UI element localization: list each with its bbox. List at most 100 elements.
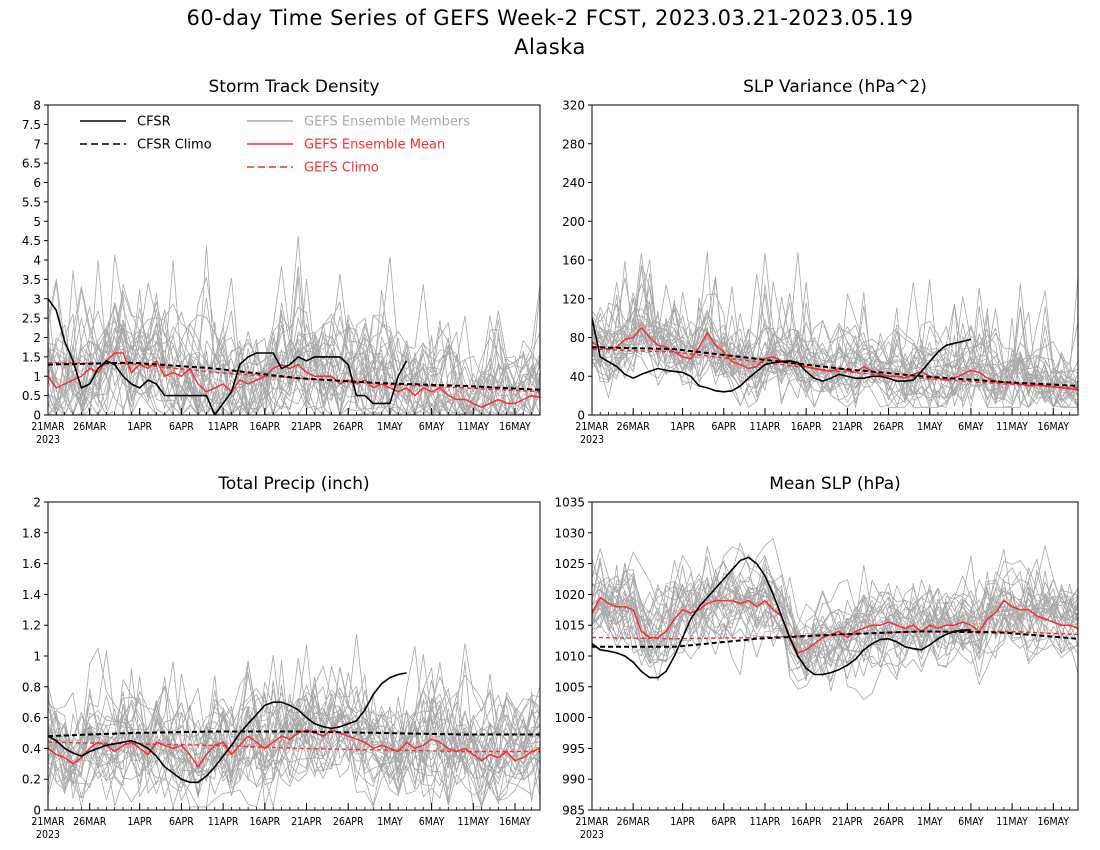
y-tick-label: 0.6	[22, 711, 41, 725]
x-tick-label: 1MAY	[917, 816, 943, 828]
y-tick-label: 0	[33, 409, 41, 423]
y-tick-label: 1.5	[22, 350, 41, 364]
x-tick-label: 1MAY	[377, 816, 403, 828]
x-tick-label: 26APR	[873, 816, 904, 828]
ensemble-members	[48, 633, 540, 808]
x-tick-label: 11APR	[750, 421, 781, 433]
x-tick-label: 26MAR	[73, 816, 107, 828]
ensemble-member-line	[592, 265, 1078, 403]
ensemble-member-line	[592, 555, 1078, 667]
series-obs-line	[592, 317, 972, 393]
ensemble-members	[48, 235, 540, 415]
ensemble-member-line	[592, 560, 1078, 681]
y-tick-label: 1.8	[22, 526, 41, 540]
x-tick-label: 11MAY	[996, 816, 1028, 828]
ensemble-member-line	[48, 650, 540, 760]
x-tick-label: 16APR	[249, 421, 280, 433]
y-tick-label: 2	[33, 496, 41, 510]
ensemble-member-line	[48, 676, 540, 797]
series-gefs-climo-line	[48, 362, 540, 393]
y-tick-label: 0.5	[22, 389, 41, 403]
ensemble-member-line	[48, 702, 540, 808]
x-tick-label: 11APR	[208, 421, 239, 433]
x-tick-label: 6MAY	[958, 421, 984, 433]
x-tick-label: 26MAR	[73, 421, 107, 433]
x-tick-label: 6MAY	[958, 816, 984, 828]
y-tick-label: 160	[562, 254, 585, 268]
x-tick-label: 11MAY	[996, 421, 1028, 433]
y-tick-label: 1025	[554, 557, 585, 571]
x-tick-label: 16MAY	[499, 421, 531, 433]
panel-title: SLP Variance (hPa^2)	[743, 77, 927, 97]
y-tick-label: 4	[33, 254, 41, 268]
x-year-label: 2023	[580, 829, 604, 841]
figure-title: 60-day Time Series of GEFS Week-2 FCST, …	[0, 4, 1100, 62]
ensemble-member-line	[592, 308, 1078, 404]
ensemble-member-line	[592, 568, 1078, 681]
legend-label-obs: CFSR	[137, 115, 171, 130]
x-tick-label: 6MAY	[419, 421, 445, 433]
series-gefs-climo-line	[592, 348, 1078, 389]
y-tick-label: 1015	[554, 619, 585, 633]
legend-label-gefs-climo: GEFS Climo	[304, 161, 379, 176]
legend-label-members: GEFS Ensemble Members	[304, 115, 470, 130]
y-tick-label: 2.5	[22, 312, 41, 326]
ensemble-member-line	[48, 692, 540, 808]
y-tick-label: 120	[562, 292, 585, 306]
ensemble-member-line	[592, 277, 1078, 408]
series-cfsr-climo-line	[48, 730, 540, 738]
ensemble-members	[592, 538, 1078, 700]
x-tick-label: 11MAY	[457, 816, 489, 828]
plot-area	[592, 251, 1078, 408]
ensemble-member-line	[48, 661, 540, 798]
figure-title-line2: Alaska	[514, 35, 586, 59]
x-tick-label: 1APR	[670, 421, 695, 433]
x-tick-label: 6APR	[169, 816, 194, 828]
plot-area	[48, 633, 540, 808]
ensemble-member-line	[48, 306, 540, 415]
ensemble-member-line	[48, 683, 540, 799]
series-mean-line	[592, 327, 1078, 391]
series-gefs-climo-line	[48, 741, 540, 753]
panel-title: Total Precip (inch)	[217, 474, 369, 494]
ensemble-member-line	[48, 643, 540, 768]
ensemble-member-line	[48, 324, 540, 415]
ensemble-member-line	[592, 563, 1078, 665]
y-tick-label: 40	[570, 370, 585, 384]
y-tick-label: 1030	[554, 526, 585, 540]
y-tick-label: 7.5	[22, 118, 41, 132]
ensemble-member-line	[48, 704, 540, 803]
y-tick-label: 0.2	[22, 773, 41, 787]
x-tick-label: 21MAR	[31, 816, 65, 828]
y-tick-label: 5.5	[22, 195, 41, 209]
chart-panel-4: Mean SLP (hPa) 985 990 995 1000 1005 1010 1015 1…	[554, 474, 1079, 841]
x-tick-label: 6APR	[711, 816, 736, 828]
series-cfsr-climo-line	[48, 361, 540, 391]
y-tick-label: 1020	[554, 588, 585, 602]
y-tick-label: 6	[33, 176, 41, 190]
ensemble-member-line	[48, 282, 540, 415]
ensemble-member-line	[48, 286, 540, 415]
y-tick-label: 990	[562, 773, 585, 787]
y-tick-label: 1.4	[22, 588, 41, 602]
ensemble-member-line	[48, 276, 540, 415]
ensemble-member-line	[592, 555, 1078, 677]
figure-title-line1: 60-day Time Series of GEFS Week-2 FCST, …	[186, 6, 914, 30]
y-tick-label: 320	[562, 99, 585, 113]
y-tick-label: 0.4	[22, 742, 41, 756]
x-tick-label: 16MAY	[1037, 421, 1069, 433]
y-tick-label: 0.8	[22, 680, 41, 694]
ensemble-member-line	[592, 303, 1078, 408]
series-mean-line	[48, 352, 540, 409]
panel-title: Storm Track Density	[208, 77, 379, 97]
plot-area	[48, 235, 540, 415]
y-tick-label: 0	[577, 409, 585, 423]
y-tick-label: 985	[562, 804, 585, 818]
y-tick-label: 80	[570, 331, 585, 345]
x-tick-label: 1MAY	[917, 421, 943, 433]
x-tick-label: 1APR	[127, 421, 152, 433]
y-tick-label: 8	[33, 99, 41, 113]
x-tick-label: 1APR	[670, 816, 695, 828]
chart-panel-3: Total Precip (inch) 0 0.2 0.4 0.6 0.8 1 1.2 1.4 1…	[22, 474, 541, 841]
